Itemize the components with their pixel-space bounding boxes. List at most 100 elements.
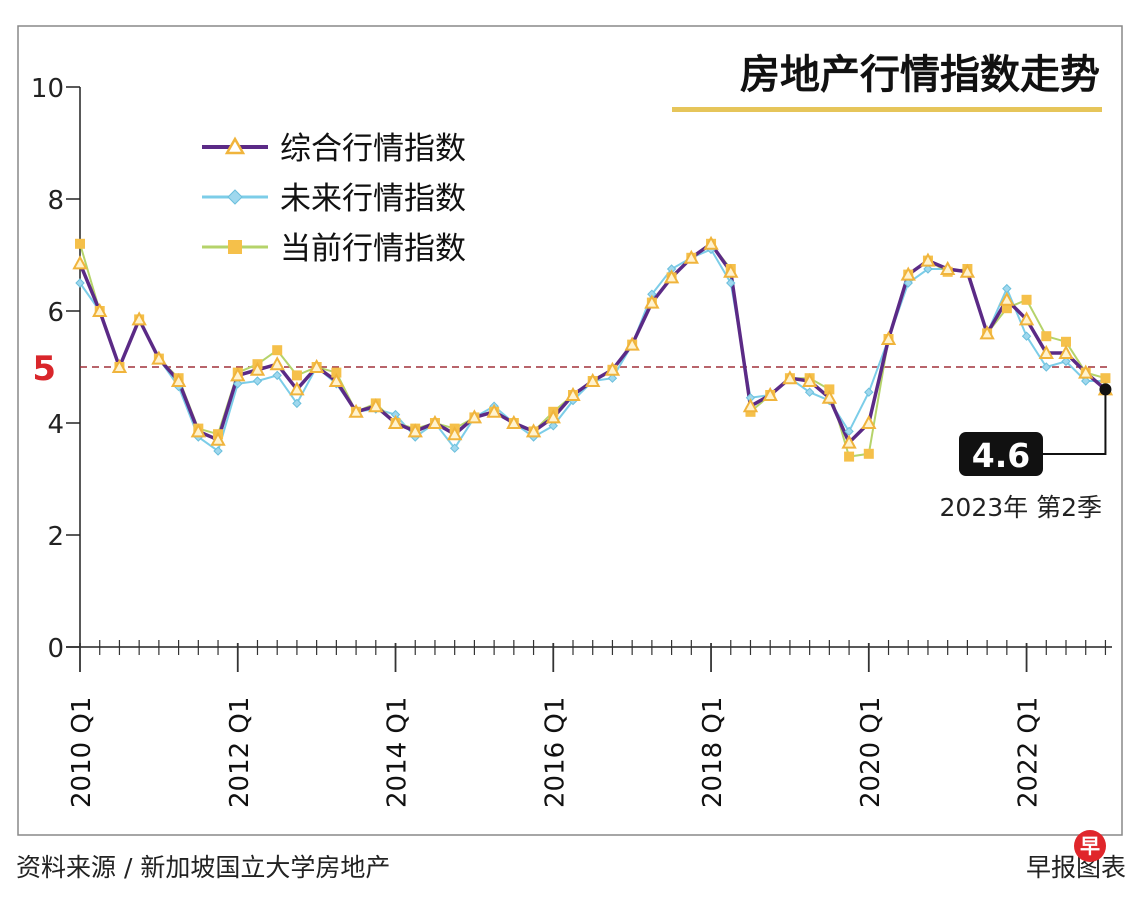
x-tick-label: 2016 Q1 xyxy=(540,697,570,808)
legend-diamond-marker xyxy=(227,189,243,205)
data-point-triangle xyxy=(249,361,266,376)
data-point-diamond xyxy=(75,278,85,288)
data-point-square xyxy=(844,451,855,462)
data-point-triangle xyxy=(328,372,345,387)
data-point-triangle xyxy=(624,336,640,351)
title-underline xyxy=(672,107,1102,112)
callout-leader xyxy=(1042,389,1107,455)
data-point-triangle xyxy=(920,252,936,267)
data-point-triangle xyxy=(72,255,88,270)
data-point-triangle xyxy=(663,269,680,284)
data-point-triangle xyxy=(151,350,167,365)
data-point-triangle xyxy=(131,311,147,326)
x-tick-label: 2022 Q1 xyxy=(1014,697,1044,808)
data-point-triangle xyxy=(999,291,1015,306)
data-point-triangle xyxy=(742,398,759,413)
data-point-triangle xyxy=(506,414,522,429)
data-point-diamond xyxy=(804,387,815,397)
legend-label: 当前行情指数 xyxy=(280,231,466,267)
data-point-triangle xyxy=(111,358,128,373)
data-point-triangle xyxy=(230,367,246,382)
callout-box xyxy=(959,432,1043,476)
data-point-triangle xyxy=(900,266,916,281)
data-point-diamond xyxy=(233,379,243,389)
data-point-triangle xyxy=(269,356,285,371)
data-point-square xyxy=(272,345,283,356)
data-point-square xyxy=(75,238,85,249)
y-tick-label: 4 xyxy=(47,410,64,440)
legend-triangle-marker xyxy=(224,136,246,155)
data-point-triangle xyxy=(565,386,581,401)
y-tick-label: 0 xyxy=(47,634,64,664)
data-point-diamond xyxy=(1061,356,1071,367)
series-line-diamond xyxy=(79,248,1106,453)
data-point-triangle xyxy=(880,330,897,345)
data-point-triangle xyxy=(683,249,700,264)
data-point-triangle xyxy=(861,414,877,429)
data-point-triangle xyxy=(92,302,108,317)
data-point-triangle xyxy=(1058,344,1074,359)
callout-dot xyxy=(1099,383,1112,396)
data-point-diamond xyxy=(607,373,618,383)
data-point-triangle xyxy=(210,431,226,446)
data-point-diamond xyxy=(292,398,302,409)
data-point-square xyxy=(1021,294,1032,305)
data-point-triangle xyxy=(959,263,976,278)
callout-period: 2023年 第2季 xyxy=(940,493,1102,522)
y-tick-label: 10 xyxy=(31,74,64,104)
x-tick-label: 2010 Q1 xyxy=(67,697,97,808)
x-tick-label: 2018 Q1 xyxy=(698,697,728,808)
data-point-diamond xyxy=(1041,362,1051,372)
credit-label: 早报图表 xyxy=(1025,853,1126,882)
data-point-triangle xyxy=(466,409,483,424)
data-point-diamond xyxy=(864,387,874,397)
data-point-triangle xyxy=(1018,311,1035,326)
data-point-diamond xyxy=(903,278,913,288)
data-point-square xyxy=(863,448,874,459)
data-point-triangle xyxy=(387,414,404,429)
data-point-diamond xyxy=(548,421,558,431)
legend-label: 综合行情指数 xyxy=(280,131,466,167)
chart-frame xyxy=(17,25,1123,836)
y-tick-label: 6 xyxy=(47,298,64,328)
data-point-triangle xyxy=(585,372,601,387)
data-point-square xyxy=(331,367,342,378)
callout-value: 4.6 xyxy=(972,436,1030,475)
data-point-triangle xyxy=(427,414,443,429)
zaobao-logo: 早 xyxy=(1074,830,1106,862)
data-point-diamond xyxy=(923,264,933,274)
chart-title: 房地产行情指数走势 xyxy=(740,52,1100,98)
data-point-diamond xyxy=(1002,283,1012,294)
data-point-triangle xyxy=(348,403,364,418)
data-point-diamond xyxy=(213,446,223,456)
legend-square-marker xyxy=(228,240,242,254)
data-point-triangle xyxy=(545,409,561,424)
data-point-diamond xyxy=(252,376,263,386)
data-point-square xyxy=(1041,331,1052,342)
data-point-diamond xyxy=(1081,376,1091,386)
data-point-square xyxy=(1100,373,1111,384)
data-point-square xyxy=(291,370,302,381)
data-point-diamond xyxy=(272,370,282,381)
data-point-triangle xyxy=(525,423,542,438)
data-point-diamond xyxy=(1021,331,1032,341)
data-point-triangle xyxy=(821,389,838,404)
data-point-triangle xyxy=(703,235,719,250)
y-tick-label: 8 xyxy=(47,186,64,216)
data-point-triangle xyxy=(308,358,325,373)
x-tick-label: 2012 Q1 xyxy=(225,697,255,808)
data-point-triangle xyxy=(939,260,956,275)
data-point-triangle xyxy=(289,381,305,396)
x-tick-label: 2020 Q1 xyxy=(856,697,886,808)
data-point-triangle xyxy=(1038,344,1054,359)
data-point-triangle xyxy=(170,372,187,387)
legend-label: 未来行情指数 xyxy=(280,181,466,217)
data-point-triangle xyxy=(604,361,621,376)
data-point-diamond xyxy=(449,443,460,453)
data-point-triangle xyxy=(486,403,502,418)
data-point-triangle xyxy=(446,426,463,441)
data-point-triangle xyxy=(644,294,660,309)
reference-label: 5 xyxy=(32,349,56,389)
data-point-triangle xyxy=(190,423,207,438)
